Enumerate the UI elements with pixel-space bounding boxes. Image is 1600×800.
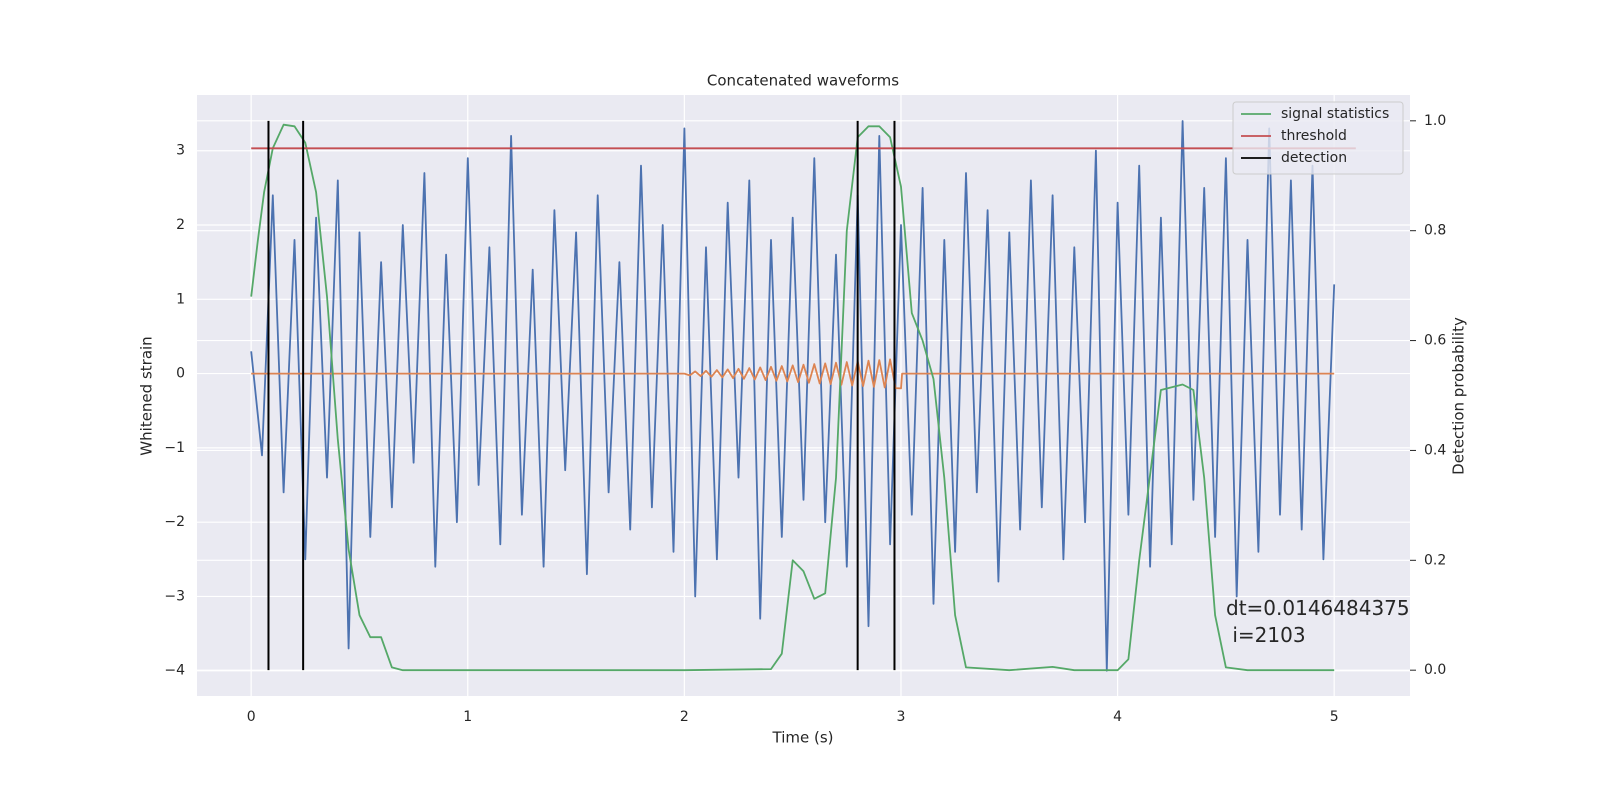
y2-tick-label: 0.4 (1424, 442, 1446, 458)
x-axis-label: Time (s) (772, 729, 834, 747)
y-tick-label: 1 (176, 291, 185, 307)
series-line (250, 123, 1335, 672)
y2-tick-label: 0.2 (1424, 552, 1446, 568)
y-tick-label: −2 (164, 514, 185, 530)
x-tick-label: 0 (247, 709, 256, 725)
y-tick-label: −1 (164, 440, 185, 456)
y2-tick-label: 0.6 (1424, 333, 1446, 349)
y-tick-label: 3 (176, 143, 185, 159)
y-tick-label: 2 (176, 217, 185, 233)
marks (250, 120, 1356, 672)
y2-tick-label: 1.0 (1424, 113, 1446, 129)
annotation: i=2103 (1226, 623, 1306, 647)
y2-tick-label: 0.0 (1424, 662, 1446, 678)
x-tick-label: 1 (463, 709, 472, 725)
legend-label: threshold (1281, 128, 1347, 144)
legend-label: signal statistics (1281, 106, 1389, 122)
x-tick-label: 3 (897, 709, 906, 725)
x-tick-label: 4 (1113, 709, 1122, 725)
y-tick-label: −3 (164, 588, 185, 604)
y-tick-label: 0 (176, 366, 185, 382)
y2-axis-label: Detection probability (1450, 317, 1468, 475)
chart-title: Concatenated waveforms (707, 72, 899, 90)
y-tick-label: −4 (164, 663, 185, 679)
annotation: dt=0.0146484375 (1226, 596, 1410, 620)
x-tick-label: 5 (1330, 709, 1339, 725)
y-axis-label: Whitened strain (138, 336, 156, 455)
legend-box (1232, 101, 1404, 175)
legend-label: detection (1281, 150, 1347, 166)
x-tick-label: 2 (680, 709, 689, 725)
y2-tick-label: 0.8 (1424, 223, 1446, 239)
axes: 0 1 2 3 4 5 −4 −3 −2 −1 0 1 2 3 0.0 0.2 0.4 0.6 0.8 1.0 (164, 113, 1446, 725)
series-line (251, 358, 1335, 390)
plot-area (197, 95, 1410, 696)
legend: signal statistics threshold detection (1232, 101, 1404, 175)
